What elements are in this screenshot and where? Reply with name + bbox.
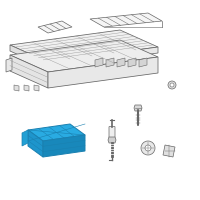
Polygon shape — [28, 124, 85, 141]
Polygon shape — [28, 130, 43, 157]
Polygon shape — [163, 145, 175, 157]
FancyBboxPatch shape — [109, 127, 115, 138]
Polygon shape — [128, 58, 136, 67]
Polygon shape — [95, 58, 103, 67]
Circle shape — [168, 81, 176, 89]
Circle shape — [170, 83, 174, 87]
Polygon shape — [10, 40, 158, 72]
Polygon shape — [24, 85, 29, 91]
Polygon shape — [134, 105, 142, 111]
Polygon shape — [108, 137, 116, 143]
Polygon shape — [14, 85, 19, 91]
Polygon shape — [117, 58, 125, 67]
Polygon shape — [10, 30, 158, 62]
Polygon shape — [48, 47, 158, 68]
Polygon shape — [34, 85, 39, 91]
Polygon shape — [22, 130, 28, 146]
Polygon shape — [106, 58, 114, 67]
Polygon shape — [38, 21, 72, 33]
Polygon shape — [10, 55, 48, 88]
Polygon shape — [48, 57, 158, 88]
Polygon shape — [10, 45, 48, 68]
Polygon shape — [43, 135, 85, 157]
Polygon shape — [90, 13, 162, 27]
Polygon shape — [6, 58, 12, 72]
Polygon shape — [139, 58, 147, 67]
Circle shape — [141, 141, 155, 155]
Circle shape — [145, 145, 151, 151]
